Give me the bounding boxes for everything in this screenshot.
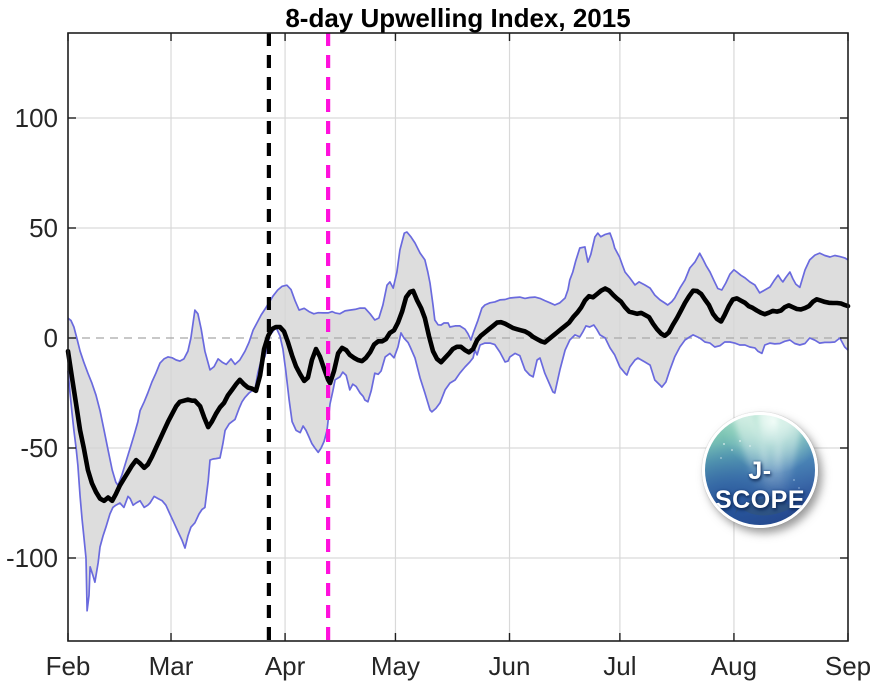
fish-school-specks-icon xyxy=(705,415,707,417)
axis-layer xyxy=(67,32,849,642)
fish-icon xyxy=(734,496,795,516)
xtick-label-Feb: Feb xyxy=(46,651,91,681)
label-layer: Feb Mar Apr May Jun Jul Aug Sep -100 -50 0 50 100 xyxy=(6,103,870,681)
xtick-label-May: May xyxy=(371,651,420,681)
chart-title: 8-day Upwelling Index, 2015 xyxy=(285,3,630,33)
line-layer xyxy=(65,231,851,612)
ytick-label--50: -50 xyxy=(20,433,58,463)
ytick-label-100: 100 xyxy=(15,103,58,133)
xtick-label-Jun: Jun xyxy=(489,651,531,681)
marker-layer xyxy=(266,33,331,641)
xtick-label-Apr: Apr xyxy=(265,651,306,681)
xtick-label-Jul: Jul xyxy=(603,651,636,681)
jscope-logo-background: J-SCOPE xyxy=(705,415,815,525)
axis-box xyxy=(67,32,849,642)
xtick-label-Sep: Sep xyxy=(825,651,870,681)
mean-line xyxy=(65,286,851,504)
jscope-logo-text: J-SCOPE xyxy=(714,457,806,514)
ytick-label-50: 50 xyxy=(29,213,58,243)
ytick-label--100: -100 xyxy=(6,543,58,573)
jscope-logo: J-SCOPE xyxy=(702,412,818,528)
xtick-label-Mar: Mar xyxy=(149,651,194,681)
upper-envelope-line xyxy=(67,231,849,487)
ytick-label-0: 0 xyxy=(44,323,58,353)
lower-envelope-line xyxy=(67,324,849,612)
xtick-label-Aug: Aug xyxy=(711,651,757,681)
small-fish-icon xyxy=(787,513,806,519)
